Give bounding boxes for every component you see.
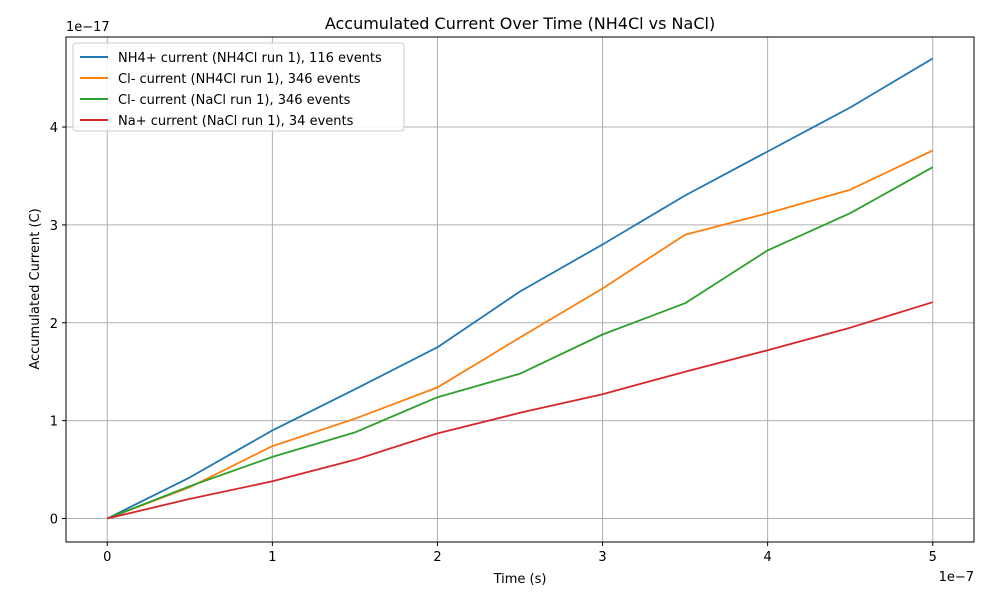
legend-label: Na+ current (NaCl run 1), 34 events — [118, 114, 354, 129]
x-axis-label: Time (s) — [493, 572, 547, 587]
legend: NH4+ current (NH4Cl run 1), 116 events Cl… — [72, 42, 405, 132]
series-line-1 — [106, 57, 934, 520]
y-tick-label: 4 — [50, 121, 58, 136]
x-tick-label: 3 — [598, 550, 606, 565]
legend-label: Cl- current (NH4Cl run 1), 346 events — [118, 72, 361, 87]
x-offset-label: 1e−7 — [939, 570, 974, 585]
plot-frame — [65, 36, 975, 543]
y-axis-label: Accumulated Current (C) — [28, 208, 43, 369]
x-tick-label: 4 — [763, 550, 771, 565]
legend-label: NH4+ current (NH4Cl run 1), 116 events — [118, 51, 382, 66]
series-line-4 — [107, 301, 933, 520]
chart-title: Accumulated Current Over Time (NH4Cl vs … — [325, 14, 715, 33]
x-tick-label: 1 — [268, 550, 276, 565]
legend-label: Cl- current (NaCl run 1), 346 events — [118, 93, 351, 108]
legend-box — [72, 42, 405, 132]
y-tick-label: 0 — [50, 513, 58, 528]
x-tick-label: 2 — [433, 550, 441, 565]
x-tick-label: 5 — [929, 550, 937, 565]
y-tick-label: 1 — [50, 415, 58, 430]
series-line-3 — [106, 166, 934, 520]
ticks: 0 1 2 3 4 5 0 1 2 3 4 — [50, 121, 937, 565]
series-line-2 — [106, 149, 934, 520]
x-tick-label: 0 — [103, 550, 111, 565]
y-offset-label: 1e−17 — [66, 20, 110, 35]
series-layer — [106, 57, 934, 520]
y-tick-label: 3 — [50, 219, 58, 234]
y-tick-label: 2 — [50, 317, 58, 332]
